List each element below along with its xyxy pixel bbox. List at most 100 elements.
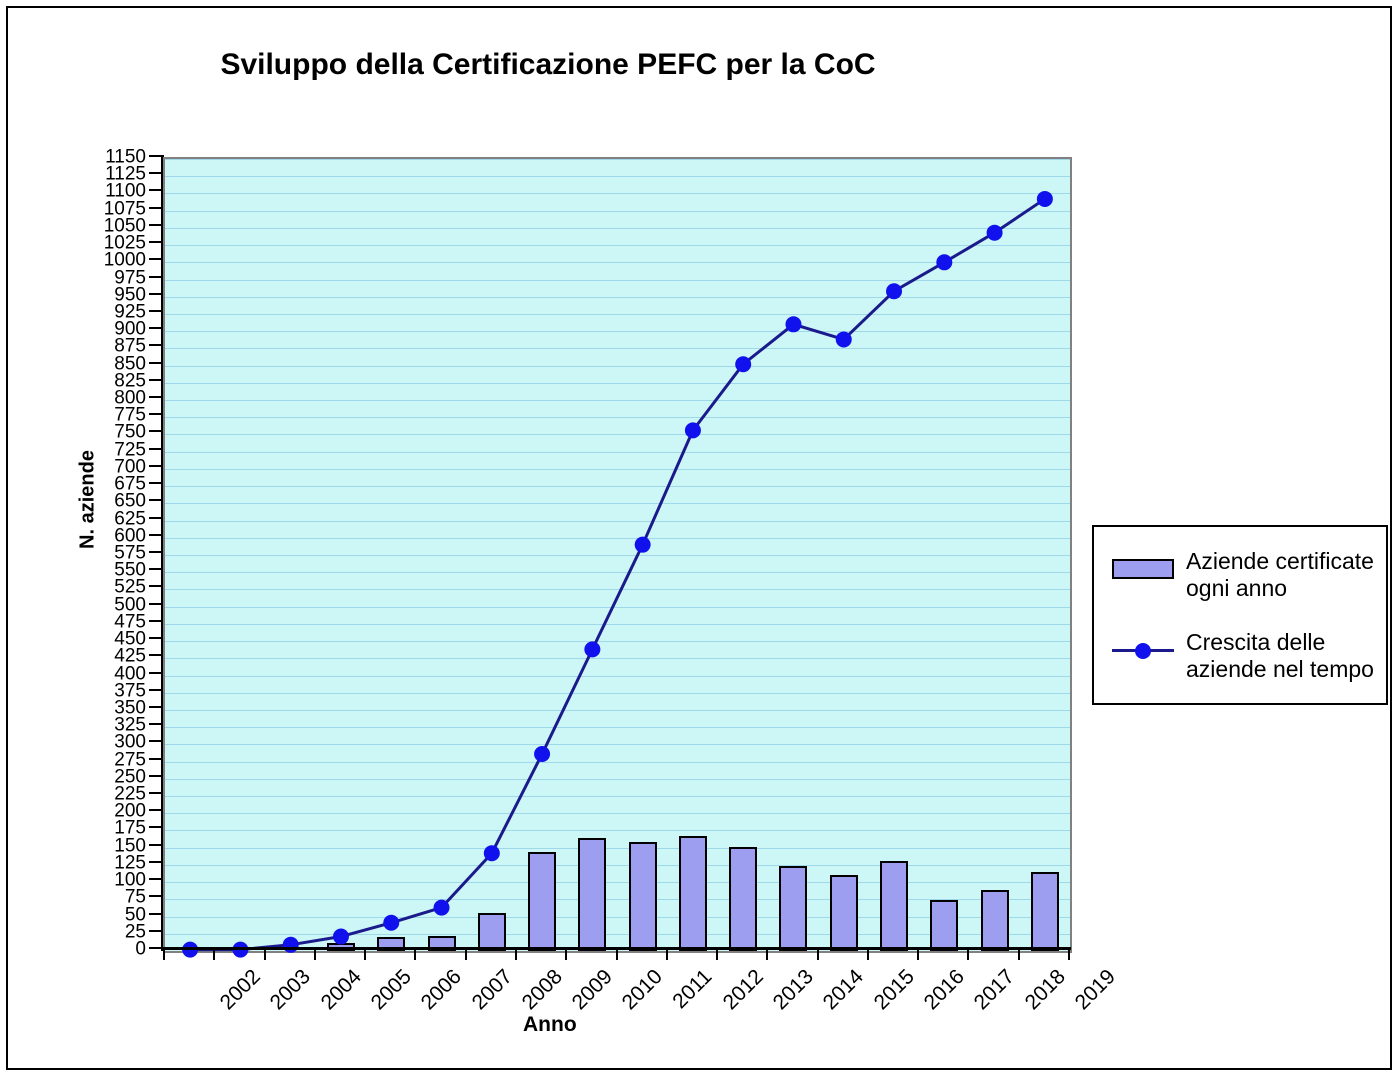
legend-item-bar: Aziende certificate ogni anno bbox=[1094, 548, 1386, 609]
legend-bar-label: Aziende certificate ogni anno bbox=[1186, 548, 1374, 602]
y-axis-tick bbox=[149, 895, 163, 898]
y-axis-tick bbox=[149, 275, 163, 278]
line-series-crescita-delle-aziende-nel-tempo bbox=[165, 159, 1070, 958]
gridline bbox=[165, 348, 1070, 350]
y-axis-tick bbox=[149, 499, 163, 502]
line-marker bbox=[433, 899, 450, 916]
y-axis-tick bbox=[149, 671, 163, 674]
y-axis-tick bbox=[149, 809, 163, 812]
x-axis-tick bbox=[917, 949, 920, 960]
gridline bbox=[165, 365, 1070, 367]
gridline bbox=[165, 262, 1070, 264]
y-axis-tick-label: 650 bbox=[114, 490, 146, 512]
x-axis-tick-label: 2008 bbox=[517, 965, 567, 1015]
y-axis-tick bbox=[149, 327, 163, 330]
y-axis-tick bbox=[149, 396, 163, 399]
gridline bbox=[165, 210, 1070, 212]
y-axis-tick-label: 400 bbox=[114, 663, 146, 685]
legend-bar-label-line1: Aziende certificate bbox=[1186, 548, 1374, 574]
legend-bar-label-line2: ogni anno bbox=[1186, 575, 1288, 601]
y-axis-tick bbox=[149, 155, 163, 157]
x-axis-tick-label: 2012 bbox=[718, 965, 768, 1015]
y-axis-tick-label: 900 bbox=[114, 318, 146, 340]
line-marker bbox=[936, 254, 953, 271]
y-axis-ticks bbox=[149, 155, 163, 951]
x-axis-tick bbox=[514, 949, 517, 960]
y-axis-tick-label: 350 bbox=[114, 697, 146, 719]
y-axis-tick bbox=[149, 602, 163, 605]
y-axis-tick bbox=[149, 637, 163, 640]
gridline bbox=[165, 417, 1070, 419]
gridline bbox=[165, 520, 1070, 522]
y-axis-tick bbox=[149, 705, 163, 708]
y-axis-tick bbox=[149, 688, 163, 691]
y-axis-tick bbox=[149, 826, 163, 829]
y-axis-tick bbox=[149, 774, 163, 777]
gridline bbox=[165, 744, 1070, 746]
y-axis-tick-label: 675 bbox=[114, 473, 146, 495]
bar bbox=[628, 842, 657, 951]
x-axis-tick-label: 2011 bbox=[667, 965, 717, 1014]
x-axis-tick-label: 2015 bbox=[869, 965, 919, 1015]
chart-title: Sviluppo della Certificazione PEFC per l… bbox=[220, 48, 876, 81]
line-marker bbox=[735, 356, 752, 373]
x-axis-tick bbox=[766, 949, 769, 960]
y-axis-tick-label: 250 bbox=[114, 766, 146, 788]
y-axis-tick-label: 450 bbox=[114, 628, 146, 650]
line-marker bbox=[483, 845, 500, 862]
gridline bbox=[165, 709, 1070, 711]
gridline bbox=[165, 864, 1070, 866]
line-marker bbox=[986, 224, 1003, 241]
x-axis-tick-label: 2009 bbox=[567, 965, 618, 1015]
line-marker bbox=[684, 422, 701, 439]
x-axis-tick bbox=[816, 949, 819, 960]
y-axis-tick-label: 475 bbox=[114, 611, 146, 633]
gridline bbox=[165, 778, 1070, 780]
y-axis-tick-label: 800 bbox=[114, 387, 146, 409]
bar bbox=[829, 875, 858, 951]
y-axis-tick bbox=[149, 292, 163, 295]
x-axis-tick-label: 2013 bbox=[768, 965, 819, 1015]
y-axis-tick bbox=[149, 413, 163, 416]
legend-line-label-line1: Crescita delle bbox=[1186, 629, 1326, 655]
x-axis-tick-label: 2010 bbox=[618, 965, 668, 1015]
x-axis-tick bbox=[615, 949, 618, 960]
line-marker bbox=[332, 928, 349, 945]
line-path-group bbox=[182, 190, 1053, 958]
y-axis-tick-label: 525 bbox=[114, 576, 146, 598]
bar bbox=[528, 851, 557, 951]
y-axis-tick bbox=[149, 206, 163, 209]
plot-area bbox=[163, 157, 1072, 958]
y-axis-tick bbox=[149, 740, 163, 743]
y-axis-tick bbox=[149, 551, 163, 553]
line-marker bbox=[534, 746, 551, 763]
x-axis-tick-label: 2003 bbox=[266, 965, 316, 1015]
x-axis-tick-label: 2004 bbox=[316, 965, 366, 1015]
gridline bbox=[165, 382, 1070, 384]
y-axis-tick bbox=[149, 792, 163, 795]
y-axis-tick-label: 200 bbox=[114, 800, 146, 822]
line-marker bbox=[835, 331, 852, 348]
gridline bbox=[165, 400, 1070, 402]
legend-line-marker-icon bbox=[1135, 643, 1151, 659]
y-axis-tick bbox=[149, 516, 163, 519]
y-axis-tick-label: 125 bbox=[114, 852, 146, 874]
gridline bbox=[165, 468, 1070, 470]
y-axis-tick bbox=[149, 258, 163, 261]
y-axis-tick bbox=[149, 189, 163, 192]
x-axis-title: Anno bbox=[523, 1013, 577, 1036]
x-axis-tick bbox=[716, 949, 719, 960]
gridline bbox=[165, 761, 1070, 763]
gridline bbox=[165, 227, 1070, 229]
bar-series-aziende-certificate-ogni-anno bbox=[165, 159, 1070, 951]
gridline bbox=[165, 537, 1070, 539]
x-axis-tick-label: 2019 bbox=[1070, 965, 1120, 1015]
y-axis-tick bbox=[149, 654, 163, 657]
gridline bbox=[165, 193, 1070, 195]
y-axis-tick-label: 725 bbox=[114, 439, 146, 461]
y-axis-tick-label: 925 bbox=[114, 301, 146, 323]
line-marker bbox=[634, 536, 651, 553]
line-marker bbox=[886, 283, 903, 300]
y-axis-tick bbox=[149, 172, 163, 175]
y-axis-tick-label: 325 bbox=[114, 714, 146, 736]
